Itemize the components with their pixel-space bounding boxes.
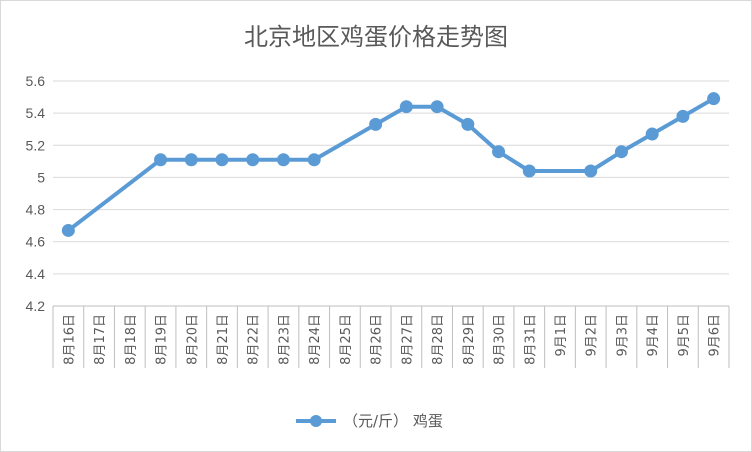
x-tick-label: 8月29日 — [462, 314, 477, 365]
x-tick-label: 8月28日 — [431, 314, 446, 365]
data-point[interactable] — [215, 153, 229, 167]
y-axis-ticks: 4.2 4.4 4.6 4.8 5 5.2 5.4 5.6 — [26, 73, 46, 314]
data-point[interactable] — [399, 100, 413, 114]
data-point[interactable] — [461, 117, 475, 131]
data-point[interactable] — [707, 92, 721, 106]
chart-title: 北京地区鸡蛋价格走势图 — [244, 23, 508, 51]
data-point[interactable] — [246, 153, 260, 167]
x-tick-label: 9月1日 — [554, 314, 569, 357]
series-line-layer — [61, 92, 721, 237]
x-tick-label: 9月2日 — [585, 314, 600, 357]
x-tick-label: 8月30日 — [493, 314, 508, 365]
legend-marker — [310, 415, 322, 427]
data-point[interactable] — [276, 153, 290, 167]
x-tick-label: 8月18日 — [124, 314, 139, 365]
y-tick-label: 5.6 — [26, 73, 46, 89]
y-tick-label: 5.2 — [26, 137, 46, 153]
data-point[interactable] — [61, 223, 75, 237]
x-axis-ticks: 8月16日 8月17日 8月18日 8月19日 8月20日 8月21日 8月22日 8月23日… — [62, 314, 722, 365]
x-tick-label: 8月24日 — [308, 314, 323, 365]
y-tick-label: 5.4 — [26, 105, 46, 121]
x-tick-label: 8月21日 — [216, 314, 231, 365]
data-point[interactable] — [584, 164, 598, 178]
data-point[interactable] — [307, 153, 321, 167]
series-line — [67, 96, 715, 233]
data-point[interactable] — [676, 109, 690, 123]
data-point[interactable] — [522, 164, 536, 178]
y-tick-label: 4.8 — [26, 202, 46, 218]
x-tick-label: 8月31日 — [523, 314, 538, 365]
y-tick-label: 4.2 — [26, 298, 46, 314]
data-point[interactable] — [184, 153, 198, 167]
grid-lines — [52, 80, 730, 368]
legend-label: （元/斤） 鸡蛋 — [343, 412, 443, 430]
y-tick-label: 4.6 — [26, 234, 46, 250]
x-tick-label: 8月19日 — [155, 314, 170, 365]
y-tick-label: 4.4 — [26, 266, 46, 282]
data-point[interactable] — [645, 127, 659, 141]
x-tick-label: 8月16日 — [62, 314, 77, 365]
x-tick-label: 8月17日 — [93, 314, 108, 365]
x-tick-label: 8月27日 — [400, 314, 415, 365]
data-point[interactable] — [154, 153, 168, 167]
x-tick-label: 8月23日 — [277, 314, 292, 365]
x-tick-label: 9月5日 — [677, 314, 692, 357]
x-tick-label: 8月25日 — [339, 314, 354, 365]
x-tick-label: 8月26日 — [370, 314, 385, 365]
data-point[interactable] — [430, 100, 444, 114]
x-tick-label: 8月22日 — [247, 314, 262, 365]
x-tick-label: 9月6日 — [708, 314, 723, 357]
data-point[interactable] — [614, 145, 628, 159]
data-point[interactable] — [492, 145, 506, 159]
x-tick-label: 9月3日 — [615, 314, 630, 357]
x-tick-label: 8月20日 — [185, 314, 200, 365]
data-point[interactable] — [369, 117, 383, 131]
y-tick-label: 5 — [37, 169, 45, 185]
x-tick-label: 9月4日 — [646, 314, 661, 357]
legend[interactable]: （元/斤） 鸡蛋 — [296, 412, 443, 430]
